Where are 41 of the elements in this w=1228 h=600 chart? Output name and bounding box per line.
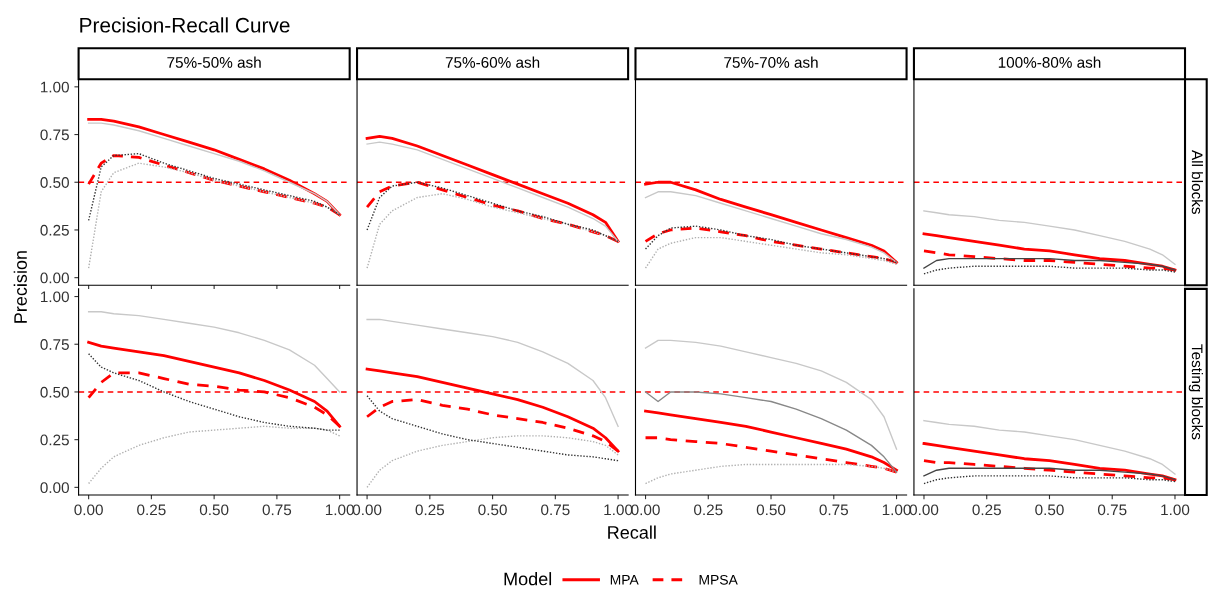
legend-label: MPA — [610, 575, 639, 585]
x-tick-label: 0.00 — [352, 504, 382, 516]
x-tick-label: 1.00 — [325, 504, 354, 516]
x-tick-label: 0.50 — [1035, 504, 1064, 516]
chart-title: 75%-70% ash — [724, 56, 818, 68]
x-tick-label: 0.75 — [262, 504, 292, 516]
y-tick-label: 0.25 — [40, 224, 69, 236]
y2-axis-title: Testing blocks — [1188, 344, 1203, 440]
legend-label: MPSA — [699, 574, 738, 585]
y-tick-label: 0.75 — [40, 129, 69, 141]
x-tick-label: 0.75 — [541, 504, 570, 516]
y-axis-title: Precision — [13, 251, 27, 323]
x-tick-label: 0.00 — [74, 504, 103, 516]
x-tick-label: 1.00 — [1161, 504, 1190, 516]
x-tick-label: 1.00 — [604, 504, 633, 516]
y-tick-label: 0.00 — [40, 482, 69, 494]
legend-title: Model — [504, 572, 552, 586]
x-tick-label: 0.50 — [478, 504, 507, 516]
chart-title: 75%-60% ash — [445, 56, 540, 68]
x-tick-label: 0.75 — [1097, 504, 1127, 516]
y-tick-label: 0.50 — [40, 177, 69, 188]
y-tick-label: 0.00 — [40, 272, 69, 284]
y-tick-label: 1.00 — [41, 291, 69, 303]
y-tick-label: 0.50 — [40, 386, 69, 398]
x-tick-label: 0.00 — [909, 504, 939, 516]
y-tick-label: 1.00 — [41, 81, 69, 93]
x-tick-label: 0.75 — [819, 504, 849, 516]
x-tick-label: 0.25 — [694, 504, 723, 516]
chart-title: 100%-80% ash — [998, 56, 1101, 68]
x-tick-label: 0.25 — [415, 504, 445, 516]
x-axis-title: Recall — [608, 525, 656, 539]
y-tick-label: 0.25 — [40, 434, 69, 446]
y-tick-label: 0.75 — [40, 339, 69, 350]
x-tick-label: 0.50 — [199, 504, 229, 516]
chart-title: 75%-50% ash — [167, 56, 261, 68]
x-tick-label: 0.50 — [756, 504, 786, 516]
x-tick-label: 0.25 — [137, 504, 166, 516]
text: Precision-Recall Curve — [80, 17, 290, 33]
x-tick-label: 0.00 — [631, 504, 660, 516]
x-tick-label: 0.25 — [972, 504, 1001, 516]
y2-axis-title: All blocks — [1191, 150, 1203, 214]
